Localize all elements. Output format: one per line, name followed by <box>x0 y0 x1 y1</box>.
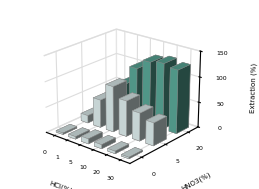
Y-axis label: HNO3(%): HNO3(%) <box>180 171 212 189</box>
X-axis label: HCl(%): HCl(%) <box>48 180 73 189</box>
